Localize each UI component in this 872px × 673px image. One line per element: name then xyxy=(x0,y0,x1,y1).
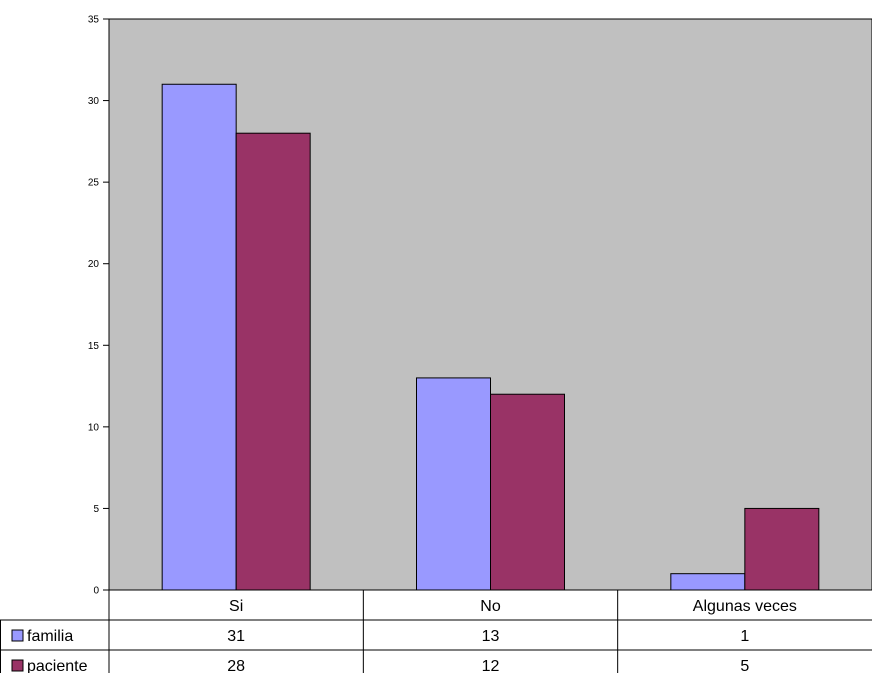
bars xyxy=(161,83,820,591)
y-tick-label: 35 xyxy=(88,15,100,26)
series-label: familia xyxy=(27,628,73,645)
table-value: 31 xyxy=(227,628,245,645)
legend-swatch-paciente xyxy=(11,659,24,672)
y-tick-label: 20 xyxy=(88,259,100,270)
table-value: 12 xyxy=(482,658,500,673)
y-axis: 0 5 10 15 20 25 30 35 xyxy=(88,15,110,597)
table-value: 13 xyxy=(482,628,500,645)
y-tick-label: 30 xyxy=(88,96,100,107)
bar-paciente-1 xyxy=(490,393,565,591)
category-label: Si xyxy=(229,598,243,615)
data-table: Si No Algunas veces familia 31 13 1 paciente 28 1… xyxy=(0,590,872,673)
category-label: No xyxy=(480,598,501,615)
bar-paciente-0 xyxy=(235,132,311,591)
table-value: 5 xyxy=(740,658,749,673)
y-tick-label: 5 xyxy=(93,504,99,515)
y-tick-label: 25 xyxy=(88,178,100,189)
y-tick-label: 10 xyxy=(88,422,100,433)
category-label: Algunas veces xyxy=(693,598,797,615)
bar-familia-1 xyxy=(416,377,491,591)
bar-familia-0 xyxy=(161,83,237,591)
series-label: paciente xyxy=(27,658,88,673)
bar-familia-2 xyxy=(670,573,746,591)
bar-paciente-2 xyxy=(744,507,820,591)
y-tick-label: 15 xyxy=(88,341,100,352)
legend-swatch-familia xyxy=(11,629,24,642)
y-tick-label: 0 xyxy=(93,586,99,597)
table-value: 28 xyxy=(227,658,245,673)
table-value: 1 xyxy=(740,628,749,645)
